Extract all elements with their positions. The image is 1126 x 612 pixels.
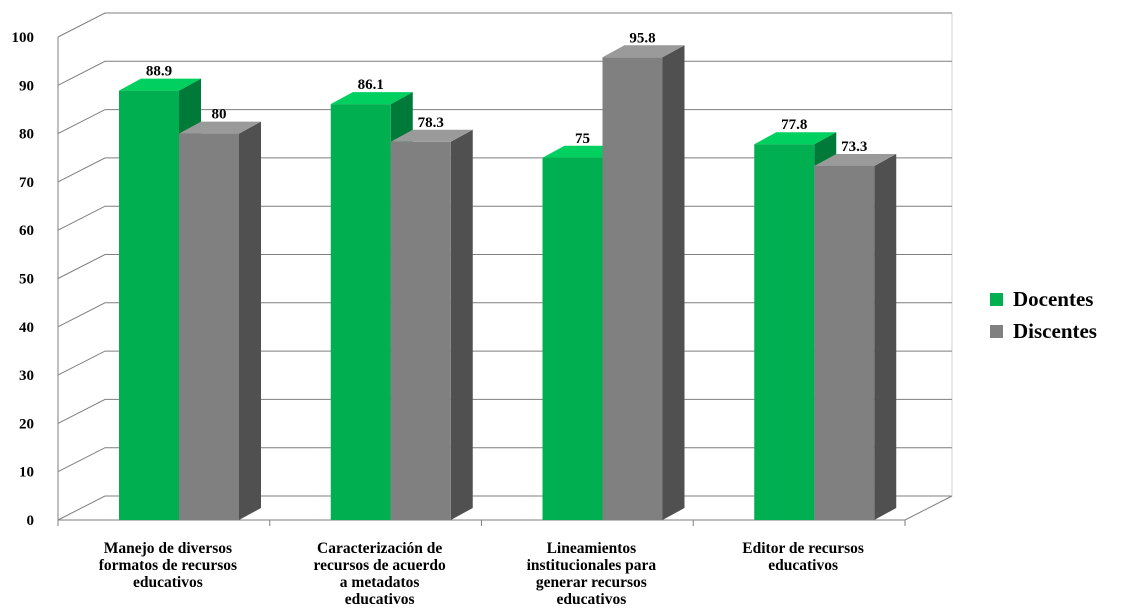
data-label: 73.3	[841, 139, 867, 155]
legend-item-docentes: Docentes	[990, 283, 1097, 315]
legend-item-discentes: Discentes	[990, 315, 1097, 347]
y-tick-label: 40	[19, 320, 34, 336]
bar-top	[390, 129, 473, 142]
bar-front	[542, 157, 603, 520]
y-tick-label: 10	[19, 465, 34, 481]
y-tick-label: 20	[19, 416, 34, 432]
bar-top	[119, 78, 201, 91]
bar-top	[330, 92, 413, 105]
y-tick-label: 30	[19, 368, 34, 384]
bar-top	[179, 121, 261, 134]
legend-label-discentes: Discentes	[1013, 318, 1097, 343]
bar-side	[450, 129, 473, 520]
y-axis: 0 10 20 30 40 50 60 70 80 90 100	[12, 30, 906, 529]
legend-swatch-docentes	[990, 292, 1003, 306]
x-category-label: Manejo de diversos formatos de recursos …	[98, 540, 238, 591]
data-label: 88.9	[146, 64, 172, 80]
bar-front	[119, 90, 179, 520]
bar-front	[754, 144, 815, 520]
data-label: 77.8	[781, 117, 807, 133]
bar-discentes	[602, 45, 685, 520]
legend-label-docentes: Docentes	[1013, 286, 1094, 311]
bar-top	[814, 153, 897, 166]
y-tick-label: 100	[12, 30, 35, 46]
data-labels: 88.9 80 86.1 78.3 75 95.8 77.8 73.3	[146, 30, 868, 155]
bar-discentes	[814, 153, 897, 520]
y-tick-label: 70	[19, 175, 34, 191]
data-label: 80	[212, 107, 227, 123]
bar-side	[662, 45, 685, 520]
y-tick-label: 90	[19, 78, 34, 94]
y-tick-label: 80	[19, 127, 34, 143]
legend-swatch-discentes	[990, 324, 1003, 338]
y-tick-label: 0	[27, 513, 35, 529]
bar-front	[179, 133, 239, 520]
bar-side	[239, 121, 261, 520]
x-category-label: Caracterización de recursos de acuerdo a…	[313, 540, 446, 608]
bar-top	[754, 132, 837, 145]
bar-front	[602, 57, 663, 520]
bar-side	[874, 153, 897, 520]
data-label: 78.3	[418, 115, 444, 131]
bar-front	[330, 104, 391, 521]
y-tick-label: 60	[19, 223, 34, 239]
bar-top	[602, 45, 685, 58]
data-label: 95.8	[629, 30, 655, 46]
bar-discentes	[179, 121, 261, 520]
bars	[119, 45, 897, 521]
bar-front	[814, 165, 875, 520]
legend: Docentes Discentes	[990, 283, 1097, 347]
gridline	[57, 12, 952, 38]
bar-front	[390, 141, 451, 520]
x-category-label: Lineamientos institucionales para genera…	[526, 540, 657, 608]
x-category-label: Editor de recursos educativos	[742, 540, 864, 574]
data-label: 86.1	[358, 77, 384, 93]
data-label: 75	[575, 131, 590, 147]
y-tick-label: 50	[19, 272, 34, 288]
bar-discentes	[390, 129, 473, 520]
